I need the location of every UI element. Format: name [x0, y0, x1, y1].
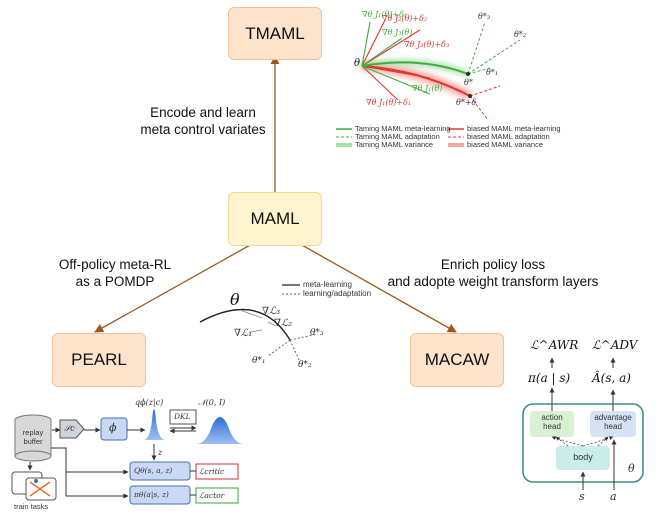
- taming-meta-path: [361, 61, 469, 75]
- pearl-phi: ϕ: [109, 421, 117, 434]
- macaw-theta: θ: [628, 462, 635, 475]
- pearl-buffer-label: replay buffer: [18, 428, 48, 446]
- tmaml-grad-1: ∇θ J₁(θ)+δ₁: [362, 10, 408, 19]
- pearl-actor-fn: πθ(a|s, z): [134, 490, 169, 499]
- node-pearl-label: PEARL: [71, 350, 127, 369]
- macaw-advantage-head-line2: head: [604, 422, 622, 431]
- node-macaw-label: MACAW: [424, 350, 490, 369]
- maml-grad-2: ∇ℒ₂: [274, 318, 293, 329]
- edge-label-macaw: Enrich policy loss and adopte weight tra…: [368, 256, 618, 290]
- pearl-buffer-line2: buffer: [23, 437, 43, 446]
- pearl-buffer-line1: replay: [22, 428, 44, 437]
- pearl-dkl: DKL: [174, 412, 191, 421]
- macaw-action-head-line2: head: [543, 422, 561, 431]
- pearl-critic-loss: ℒcritic: [199, 467, 225, 476]
- tmaml-theta-delta: θ*+δ: [456, 98, 477, 107]
- node-maml: MAML: [228, 192, 322, 246]
- taming-gradients: [361, 21, 431, 95]
- biased-meta-path: [361, 65, 471, 97]
- pearl-actor-loss: ℒactor: [199, 491, 225, 500]
- maml-legend-meta: meta-learning: [303, 280, 352, 289]
- maml-theta-3: θ*₃: [310, 328, 324, 338]
- edge-label-tmaml-line2: meta control variates: [140, 122, 266, 137]
- macaw-a-hat: Â(s, a): [592, 371, 631, 385]
- tmaml-legend-2: Taming MAML adaptation: [355, 132, 440, 141]
- macaw-body: body: [573, 452, 593, 462]
- maml-theta-1: θ*₁: [252, 356, 266, 366]
- node-tmaml: TMAML: [228, 7, 322, 60]
- pearl-sc: 𝒮c: [64, 424, 75, 433]
- tmaml-legend-1: Taming MAML meta-learning: [355, 124, 451, 133]
- arrow-maml-to-pearl: [94, 243, 253, 333]
- tmaml-legend-4: biased MAML meta-learning: [467, 124, 561, 133]
- macaw-l-awr: ℒ^AWR: [530, 338, 579, 352]
- macaw-action-head-line1: action: [541, 413, 563, 422]
- macaw-advantage-head: advantage head: [590, 413, 636, 431]
- pearl-posterior: qϕ(z|c): [135, 398, 164, 407]
- biased-adaptations: [469, 85, 501, 121]
- taming-adaptations: [467, 21, 521, 75]
- tmaml-legend-3: Taming MAML variance: [355, 140, 434, 149]
- edge-label-pearl: Off-policy meta-RL as a POMDP: [40, 256, 190, 290]
- tmaml-legend-5: biased MAML adaptation: [467, 132, 550, 141]
- macaw-s: s: [579, 490, 585, 503]
- tmaml-grad-6: ∇θ J₁(θ)+δ₁: [366, 98, 412, 107]
- pearl-critic-fn: Qθ(s, a, z): [134, 466, 173, 475]
- tmaml-theta: θ: [354, 58, 361, 69]
- edge-label-macaw-line1: Enrich policy loss: [440, 257, 546, 272]
- macaw-l-adv: ℒ^ADV: [592, 338, 638, 352]
- tmaml-theta-star: θ*: [464, 78, 473, 87]
- maml-theta: θ: [230, 290, 240, 309]
- arrow-maml-to-macaw: [299, 243, 457, 333]
- pearl-prior: 𝒩(0, I): [198, 398, 226, 407]
- tmaml-theta-2: θ*₂: [514, 30, 527, 39]
- edge-label-tmaml-line1: Encode and learn: [150, 105, 256, 120]
- tmaml-grad-2: ∇θ J₂(θ)+δ₂: [382, 14, 428, 23]
- tmaml-grad-5: ∇θ J₁(θ): [412, 84, 443, 93]
- edge-label-pearl-line1: Off-policy meta-RL: [58, 257, 172, 272]
- tmaml-theta-1: θ*₁: [486, 68, 499, 77]
- maml-theta-2: θ*₂: [298, 360, 312, 370]
- tmaml-legend-6: biased MAML variance: [467, 140, 544, 149]
- node-pearl: PEARL: [52, 333, 146, 387]
- node-tmaml-label: TMAML: [245, 23, 305, 43]
- macaw-advantage-head-line1: advantage: [594, 413, 632, 422]
- edge-label-pearl-line2: as a POMDP: [75, 274, 155, 289]
- pearl-z: z: [158, 448, 163, 457]
- node-maml-label: MAML: [250, 209, 300, 228]
- maml-grad-1: ∇ℒ₁: [234, 328, 253, 339]
- macaw-a: a: [610, 490, 617, 503]
- tmaml-theta-3: θ*₃: [478, 12, 491, 21]
- macaw-action-head: action head: [530, 413, 574, 431]
- maml-grad-3: ∇ℒ₃: [262, 306, 281, 317]
- tmaml-grad-4: ∇θ J₃(θ)+δ₃: [404, 40, 450, 49]
- tmaml-grad-3: ∇θ J₃(θ): [382, 28, 413, 37]
- macaw-pi: π(a | s): [528, 371, 571, 385]
- edge-label-tmaml: Encode and learn meta control variates: [118, 104, 288, 138]
- pearl-train-tasks: train tasks: [14, 502, 49, 511]
- edge-label-macaw-line2: and adopte weight transform layers: [387, 274, 599, 289]
- maml-legend-adapt: learning/adaptation: [303, 289, 372, 298]
- node-macaw: MACAW: [410, 333, 504, 387]
